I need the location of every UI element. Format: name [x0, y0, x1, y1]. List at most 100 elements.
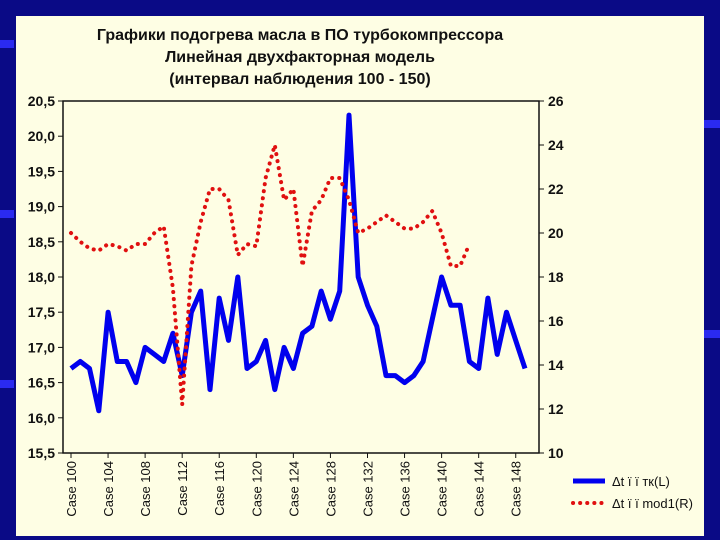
series-1-point: [210, 389, 211, 390]
series-1-point: [237, 277, 238, 278]
series-2-point: [191, 266, 192, 267]
series-1-point: [274, 389, 275, 390]
series-1-point: [191, 312, 192, 313]
series-2-point: [284, 200, 285, 201]
series-2-point: [71, 233, 72, 234]
series-1-point: [321, 291, 322, 292]
right-axis: 26 24 22 20 18 16 14 12 10: [539, 93, 564, 461]
series-2-point: [182, 404, 183, 405]
series-2-point: [80, 241, 81, 242]
series-2-point: [441, 233, 442, 234]
series-1-point: [330, 319, 331, 320]
series-2-point: [219, 189, 220, 190]
series-1-point: [367, 305, 368, 306]
series-2-point: [98, 250, 99, 251]
series-1-point: [256, 361, 257, 362]
series-2-point: [210, 189, 211, 190]
plot-frame: [62, 100, 540, 454]
series-2-point: [358, 233, 359, 234]
left-tick-label: 19,0: [28, 199, 55, 215]
series-2-point: [135, 244, 136, 245]
series-2-point: [89, 248, 90, 249]
series-1-point: [117, 361, 118, 362]
left-tick-label: 17,0: [28, 339, 55, 355]
x-tick-label: Case 144: [472, 461, 487, 517]
series-1-point: [228, 340, 229, 341]
x-tick-label: Case 136: [398, 461, 413, 517]
series-2-point: [413, 228, 414, 229]
series-2-point: [460, 266, 461, 267]
x-tick-label: Case 104: [101, 461, 116, 517]
x-tick-label: Case 100: [64, 461, 79, 517]
series-line-2: [69, 143, 472, 407]
series-2-point: [265, 178, 266, 179]
series-1-point: [497, 354, 498, 355]
legend: Δt ï ï тк(L) Δt ï ï mod1(R): [571, 474, 693, 511]
series-1-point: [284, 347, 285, 348]
right-tick-label: 16: [548, 313, 564, 329]
series-1-point: [89, 368, 90, 369]
series-1-point: [413, 375, 414, 376]
right-tick-label: 18: [548, 269, 564, 285]
series-2-point: [450, 266, 451, 267]
series-1-point: [515, 340, 516, 341]
series-1-point: [71, 368, 72, 369]
x-tick-label: Case 108: [138, 461, 153, 517]
series-1-point: [126, 361, 127, 362]
series-1-point: [469, 361, 470, 362]
series-2-point: [228, 200, 229, 201]
series-2-point: [339, 178, 340, 179]
series-2-point: [469, 244, 470, 245]
x-tick-label: Case 132: [360, 461, 375, 517]
background-stripe: [0, 210, 14, 218]
series-2-point: [200, 222, 201, 223]
series-1-point: [423, 361, 424, 362]
series-2-point: [423, 222, 424, 223]
right-tick-label: 26: [548, 93, 564, 109]
left-tick-label: 17,5: [28, 304, 55, 320]
background-stripe: [0, 40, 14, 48]
background-stripe: [704, 120, 720, 128]
series-1-point: [154, 354, 155, 355]
series-layer: [69, 112, 528, 414]
legend-label-2: Δt ï ï mod1(R): [612, 496, 693, 511]
series-1-point: [311, 326, 312, 327]
series-2-point: [126, 250, 127, 251]
series-1-point: [432, 319, 433, 320]
series-2-point: [274, 145, 275, 146]
series-2-point: [247, 244, 248, 245]
x-tick-label: Case 124: [286, 461, 301, 517]
series-2-point: [293, 189, 294, 190]
left-axis: 20,5 20,0 19,5 19,0 18,5 18,0 17,5 17,0 16,5 16,0…: [28, 93, 63, 461]
series-1-point: [200, 291, 201, 292]
left-tick-label: 19,5: [28, 163, 55, 179]
series-1-point: [506, 312, 507, 313]
background-stripe: [0, 380, 14, 388]
series-2-point: [154, 233, 155, 234]
series-2-point: [145, 244, 146, 245]
series-1-point: [395, 375, 396, 376]
series-2-point: [330, 178, 331, 179]
left-tick-label: 20,5: [28, 93, 55, 109]
series-1-point: [386, 375, 387, 376]
x-tick-label: Case 116: [212, 461, 227, 516]
series-2-point: [256, 246, 257, 247]
series-2-point: [108, 244, 109, 245]
series-1-point: [265, 340, 266, 341]
left-tick-label: 18,0: [28, 269, 55, 285]
series-2-point: [404, 228, 405, 229]
series-1-point: [302, 333, 303, 334]
right-tick-label: 24: [548, 137, 564, 153]
series-1-point: [487, 298, 488, 299]
series-1-point: [98, 410, 99, 411]
x-tick-label: Case 112: [175, 461, 190, 516]
series-2-point: [349, 200, 350, 201]
series-1-point: [339, 291, 340, 292]
series-2-point: [117, 246, 118, 247]
chart-title-line-1: Графики подогрева масла в ПО турбокомпре…: [97, 27, 503, 44]
series-line-1: [69, 112, 528, 414]
right-tick-label: 20: [548, 225, 564, 241]
right-tick-label: 12: [548, 401, 564, 417]
right-tick-label: 10: [548, 445, 564, 461]
